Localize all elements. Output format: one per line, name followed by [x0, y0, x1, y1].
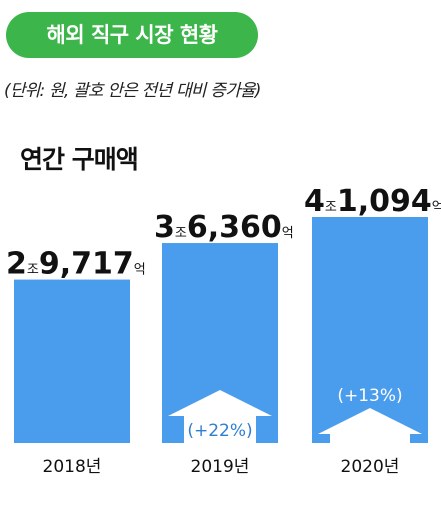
value-label-eok: 1,094: [337, 184, 432, 219]
growth-label-3: (+13%): [337, 386, 402, 406]
growth-arrow-2: [168, 390, 272, 443]
category-label-1: 2018년: [43, 457, 102, 477]
category-label-2: 2019년: [191, 457, 250, 477]
value-label-3: 4조1,094억: [304, 184, 441, 219]
value-label-jo: 2: [6, 247, 27, 282]
value-label-eok-unit: 억: [432, 200, 441, 215]
growth-arrow-3: [318, 408, 422, 443]
value-label-1: 2조9,717억: [6, 247, 146, 282]
value-label-2: 3조6,360억: [154, 210, 294, 245]
bar-3: [312, 217, 428, 443]
value-label-eok: 9,717: [39, 247, 134, 282]
value-label-eok-unit: 억: [134, 263, 146, 278]
chart-title: 연간 구매액: [20, 145, 139, 174]
growth-label-2: (+22%): [187, 421, 252, 441]
value-label-jo-unit: 조: [27, 263, 39, 278]
value-label-jo: 3: [154, 210, 175, 245]
category-label-3: 2020년: [341, 457, 400, 477]
value-label-eok: 6,360: [187, 210, 282, 245]
value-label-eok-unit: 억: [282, 226, 294, 241]
page-title: 해외 직구 시장 현황: [6, 12, 258, 58]
value-label-jo: 4: [304, 184, 325, 219]
value-label-jo-unit: 조: [325, 200, 337, 215]
value-label-jo-unit: 조: [175, 226, 187, 241]
bar-1: [14, 279, 130, 443]
unit-note: (단위: 원, 괄호 안은 전년 대비 증가율): [4, 81, 261, 101]
